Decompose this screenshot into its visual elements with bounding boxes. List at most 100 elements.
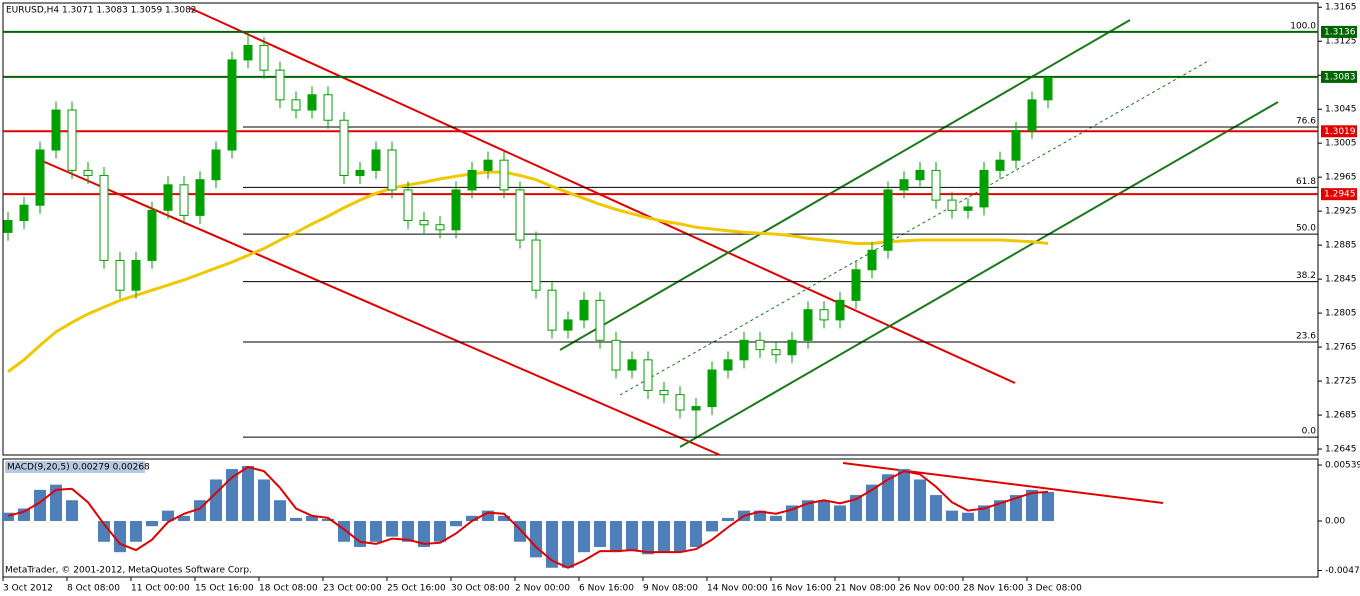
y-tick-label: 1.3045 [1325,105,1357,115]
candle-body [179,184,189,216]
candle-body [931,169,941,201]
macd-bar [482,510,494,522]
main-panel [2,2,1319,456]
x-tick-label: 28 Nov 16:00 [963,584,1024,594]
candle-body [307,94,317,111]
price-label: 1.3019 [1324,127,1356,137]
candle-body [643,359,653,391]
fib-label: 50.0 [1296,224,1316,234]
candle-body [387,149,397,191]
candle-body [1043,77,1053,101]
candle-body [563,319,573,331]
macd-bar [434,521,446,542]
x-tick-label: 14 Nov 00:00 [707,584,768,594]
x-tick-label: 15 Oct 16:00 [195,584,254,594]
candle-body [339,119,349,176]
trend-lines [39,7,1279,504]
candle-body [419,220,429,226]
macd-bar [898,469,910,522]
macd-bar [242,465,254,522]
y-tick-label: 1.2685 [1325,411,1357,421]
candle-body [1011,129,1021,161]
candle-body [499,159,509,191]
indicator-label-bg [5,461,145,473]
candle-body [195,179,205,216]
candle-body [67,109,77,171]
macd-bar [578,521,590,553]
macd-bar [418,521,430,547]
candle-body [915,169,925,181]
macd-bar [818,500,830,522]
macd-bar [18,508,30,522]
macd-bar [226,469,238,522]
candle-body [147,209,157,261]
candle-body [243,44,253,61]
price-label-bg [1321,25,1357,38]
candle-body [947,199,957,211]
macd-bar [530,521,542,558]
macd-bar [626,521,638,551]
macd-bar [322,518,334,522]
trend-line [619,59,1211,396]
price-label: 1.3136 [1324,27,1356,37]
macd-bar [290,517,302,522]
candle-body [323,94,333,121]
candle-body [883,189,893,251]
candle-body [131,259,141,291]
macd-bar [594,521,606,547]
y-tick-label: 1.3125 [1325,37,1357,47]
macd-bar [466,515,478,522]
x-tick-label: 3 Dec 08:00 [1027,584,1082,594]
fib-label: 38.2 [1296,271,1316,281]
candle-body [755,339,765,351]
price-label-bg [1321,70,1357,83]
y-tick-label: -0.00476 [1325,566,1360,576]
macd-bar [274,500,286,522]
fib-label: 0.0 [1302,427,1317,437]
trend-line [679,101,1279,448]
y-tick-label: 1.2805 [1325,309,1357,319]
footer: MetaTrader, © 2001-2012, MetaQuotes Soft… [5,566,252,576]
macd-bar [946,510,958,522]
candle-body [259,44,269,71]
candle-body [579,299,589,321]
x-tick-label: 3 Oct 2012 [3,584,53,594]
chart-title: EURUSD,H4 1.3071 1.3083 1.3059 1.3082 [6,6,197,16]
macd-bar [1010,495,1022,522]
candle-body [451,189,461,231]
candle-body [851,269,861,301]
y-tick-label: 1.3165 [1325,3,1357,13]
candle-body [867,249,877,271]
x-tick-label: 6 Nov 16:00 [579,584,634,594]
macd-bar [306,515,318,522]
candle-body [787,339,797,356]
macd-bar [1042,491,1054,522]
candle-body [739,339,749,361]
macd-panel [2,458,1319,578]
fib-label: 100.0 [1290,21,1316,31]
macd-bar [258,479,270,522]
y-tick-label: 1.2845 [1325,275,1357,285]
trend-line [842,462,1164,504]
candle-body [899,179,909,191]
signal-line [7,465,1049,569]
macd-bar [642,521,654,555]
candle-body [531,239,541,291]
candle-body [35,149,45,206]
candle-body [963,206,973,211]
y-tick-label: 1.2925 [1325,207,1357,217]
x-tick-label: 21 Nov 08:00 [835,584,896,594]
macd-bar [146,521,158,527]
candle-body [115,259,125,291]
macd-bar [402,521,414,542]
y-tick-label: 1.2765 [1325,343,1357,353]
candle-body [211,149,221,181]
macd-bar [866,484,878,522]
candle-body [99,174,109,261]
macd-bar [1026,489,1038,522]
y-tick-label: 1.2965 [1325,173,1357,183]
price-label: 1.2945 [1324,190,1356,200]
x-tick-label: 16 Nov 16:00 [771,584,832,594]
